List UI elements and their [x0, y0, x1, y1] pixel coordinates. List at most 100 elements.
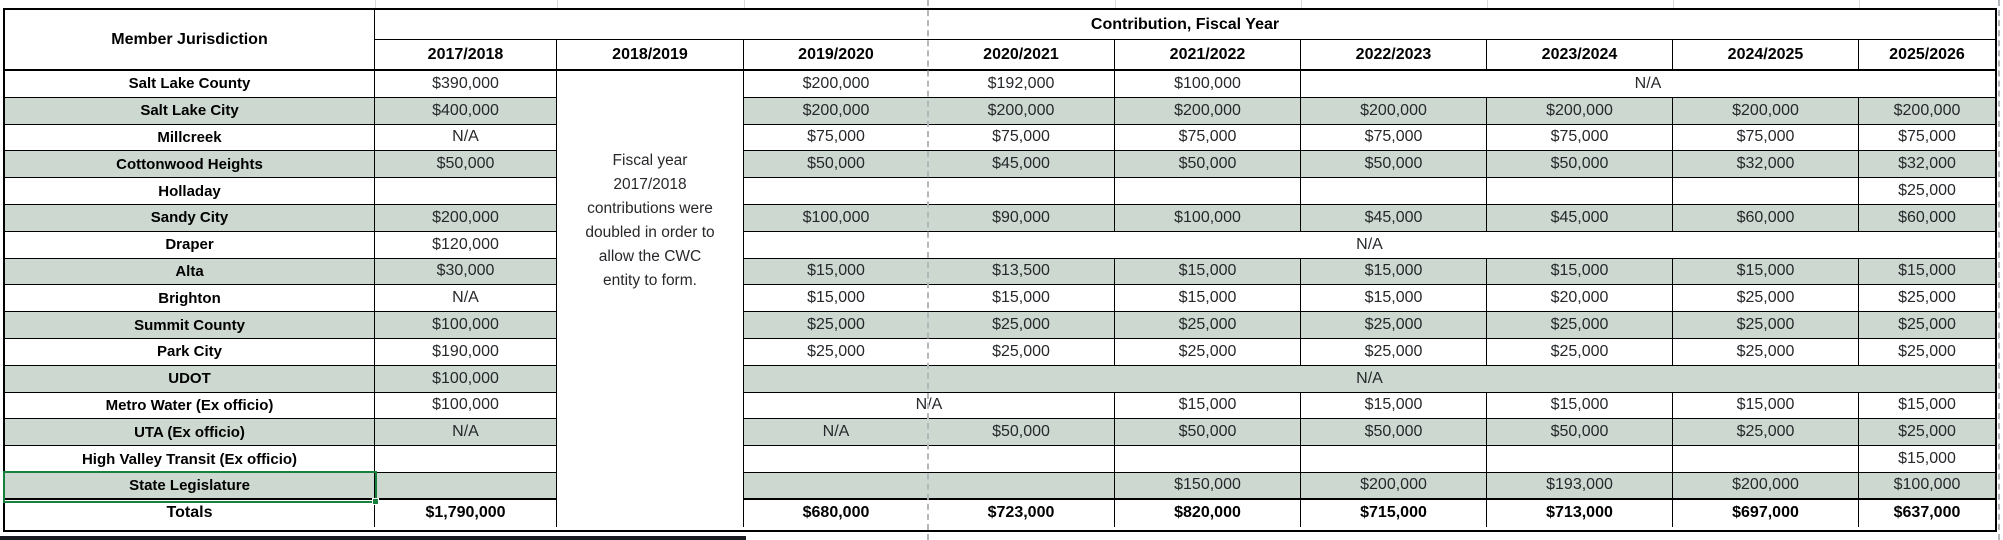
cell-cottonwood-heights-2025-2026[interactable]: $32,000: [1859, 151, 1995, 179]
cell-totals-2020-2021[interactable]: $723,000: [928, 499, 1115, 527]
cell-brighton-2021-2022[interactable]: $15,000: [1115, 285, 1301, 313]
cell-cottonwood-heights-2024-2025[interactable]: $32,000: [1673, 151, 1859, 179]
cell-brighton-2024-2025[interactable]: $25,000: [1673, 285, 1859, 313]
cell-brighton-2023-2024[interactable]: $20,000: [1487, 285, 1673, 313]
cell-uta-ex-officio-2024-2025[interactable]: $25,000: [1673, 419, 1859, 447]
cell-alta-2021-2022[interactable]: $15,000: [1115, 258, 1301, 286]
cell-salt-lake-county-2019-2020[interactable]: $200,000: [744, 71, 928, 98]
cell-sandy-city-2025-2026[interactable]: $60,000: [1859, 204, 1995, 232]
cell-holladay-2022-2023[interactable]: [1301, 178, 1487, 205]
cell-alta-2025-2026[interactable]: $15,000: [1859, 258, 1995, 286]
cell-cottonwood-heights-2017-2018[interactable]: $50,000: [375, 151, 557, 179]
cell-alta-2024-2025[interactable]: $15,000: [1673, 258, 1859, 286]
cell-uta-ex-officio-2022-2023[interactable]: $50,000: [1301, 419, 1487, 447]
cell-state-legislature-2021-2022[interactable]: $150,000: [1115, 472, 1301, 500]
member-cell-state-legislature[interactable]: State Legislature: [5, 472, 375, 500]
member-cell-brighton[interactable]: Brighton: [5, 285, 375, 313]
cell-brighton-2022-2023[interactable]: $15,000: [1301, 285, 1487, 313]
member-cell-millcreek[interactable]: Millcreek: [5, 124, 375, 152]
cell-millcreek-2024-2025[interactable]: $75,000: [1673, 124, 1859, 152]
cell-park-city-2022-2023[interactable]: $25,000: [1301, 338, 1487, 366]
cell-park-city-2020-2021[interactable]: $25,000: [928, 338, 1115, 366]
cell-brighton-2025-2026[interactable]: $25,000: [1859, 285, 1995, 313]
cell-state-legislature-2020-2021[interactable]: [928, 472, 1115, 500]
cell-millcreek-2019-2020[interactable]: $75,000: [744, 125, 928, 152]
cell-sandy-city-2023-2024[interactable]: $45,000: [1487, 204, 1673, 232]
year-header-2018-2019[interactable]: 2018/2019: [557, 40, 744, 71]
cell-park-city-2017-2018[interactable]: $190,000: [375, 338, 557, 366]
member-cell-high-valley-transit-ex-officio[interactable]: High Valley Transit (Ex officio): [5, 446, 375, 473]
cell-salt-lake-county-2017-2018[interactable]: $390,000: [375, 71, 557, 98]
cell-metro-water-ex-officio-2017-2018[interactable]: $100,000: [375, 392, 557, 420]
cell-park-city-2024-2025[interactable]: $25,000: [1673, 338, 1859, 366]
member-header[interactable]: Member Jurisdiction: [5, 10, 375, 71]
cell-millcreek-2020-2021[interactable]: $75,000: [928, 124, 1115, 152]
cell-park-city-2019-2020[interactable]: $25,000: [744, 339, 928, 366]
cell-park-city-2023-2024[interactable]: $25,000: [1487, 338, 1673, 366]
member-cell-udot[interactable]: UDOT: [5, 365, 375, 393]
cell-millcreek-2021-2022[interactable]: $75,000: [1115, 124, 1301, 152]
cell-park-city-2025-2026[interactable]: $25,000: [1859, 339, 1995, 366]
year-header-2025-2026[interactable]: 2025/2026: [1859, 40, 1995, 71]
cell-millcreek-2017-2018[interactable]: N/A: [375, 124, 557, 152]
cell-high-valley-transit-ex-officio-2022-2023[interactable]: [1301, 446, 1487, 473]
cell-salt-lake-city-2021-2022[interactable]: $200,000: [1115, 97, 1301, 125]
cell-totals-2019-2020[interactable]: $680,000: [802, 504, 870, 522]
cell-high-valley-transit-ex-officio-2023-2024[interactable]: [1487, 446, 1673, 473]
member-cell-draper[interactable]: Draper: [5, 231, 375, 259]
cell-park-city-2021-2022[interactable]: $25,000: [1115, 338, 1301, 366]
cell-uta-ex-officio-2025-2026[interactable]: $25,000: [1859, 419, 1995, 447]
cell-summit-county-2021-2022[interactable]: $25,000: [1115, 312, 1301, 339]
year-header-2021-2022[interactable]: 2021/2022: [1115, 40, 1301, 71]
note-cell-2018-2019[interactable]: Fiscal year 2017/2018 contributions were…: [557, 71, 744, 527]
cell-salt-lake-city-2023-2024[interactable]: $200,000: [1487, 97, 1673, 125]
member-cell-metro-water-ex-officio[interactable]: Metro Water (Ex officio): [5, 392, 375, 420]
cell-draper-2017-2018[interactable]: $120,000: [375, 231, 557, 259]
member-cell-totals[interactable]: Totals: [5, 499, 375, 527]
cell-holladay-2024-2025[interactable]: [1673, 178, 1859, 205]
cell-alta-2020-2021[interactable]: $13,500: [928, 258, 1115, 286]
year-header-2022-2023[interactable]: 2022/2023: [1301, 40, 1487, 71]
cell-cottonwood-heights-2019-2020[interactable]: $50,000: [744, 151, 928, 179]
cell-holladay-2023-2024[interactable]: [1487, 178, 1673, 205]
cell-sandy-city-2021-2022[interactable]: $100,000: [1115, 204, 1301, 232]
cell-millcreek-2025-2026[interactable]: $75,000: [1859, 125, 1995, 152]
fill-handle[interactable]: [372, 498, 379, 505]
cell-holladay-2019-2020[interactable]: [744, 178, 928, 205]
cell-metro-water-ex-officio-2021-2022[interactable]: $15,000: [1115, 392, 1301, 420]
cell-high-valley-transit-ex-officio-2024-2025[interactable]: [1673, 446, 1859, 473]
cell-high-valley-transit-ex-officio-2020-2021[interactable]: [928, 446, 1115, 473]
cell-summit-county-2023-2024[interactable]: $25,000: [1487, 312, 1673, 339]
cell-uta-ex-officio-2021-2022[interactable]: $50,000: [1115, 419, 1301, 447]
year-header-2024-2025[interactable]: 2024/2025: [1673, 40, 1859, 71]
cell-metro-water-ex-officio-2024-2025[interactable]: $15,000: [1673, 392, 1859, 420]
cell-metro-water-ex-officio-2025-2026[interactable]: $15,000: [1859, 393, 1995, 420]
cell-sandy-city-2017-2018[interactable]: $200,000: [375, 204, 557, 232]
cell-summit-county-2024-2025[interactable]: $25,000: [1673, 312, 1859, 339]
cell-cottonwood-heights-2021-2022[interactable]: $50,000: [1115, 151, 1301, 179]
cell-totals-2017-2018[interactable]: $1,790,000: [375, 499, 557, 527]
cell-salt-lake-county-2021-2022[interactable]: $100,000: [1115, 71, 1301, 98]
cell-totals-2021-2022[interactable]: $820,000: [1115, 499, 1301, 527]
year-header-2019-2020[interactable]: 2019/2020: [744, 40, 928, 71]
cell-salt-lake-city-2024-2025[interactable]: $200,000: [1673, 97, 1859, 125]
cell-uta-ex-officio-2017-2018[interactable]: N/A: [375, 419, 557, 447]
cell-cottonwood-heights-2023-2024[interactable]: $50,000: [1487, 151, 1673, 179]
member-cell-summit-county[interactable]: Summit County: [5, 312, 375, 339]
cell-millcreek-2023-2024[interactable]: $75,000: [1487, 124, 1673, 152]
cell-state-legislature-2025-2026[interactable]: $100,000: [1859, 472, 1995, 500]
cell-alta-2017-2018[interactable]: $30,000: [375, 258, 557, 286]
cell-summit-county-2022-2023[interactable]: $25,000: [1301, 312, 1487, 339]
cell-udot-2017-2018[interactable]: $100,000: [375, 365, 557, 393]
member-cell-park-city[interactable]: Park City: [5, 338, 375, 366]
cell-brighton-2019-2020[interactable]: $15,000: [744, 285, 928, 313]
cell-salt-lake-county-2022-2023[interactable]: N/A: [1301, 71, 1995, 98]
cell-sandy-city-2020-2021[interactable]: $90,000: [928, 204, 1115, 232]
cell-metro-water-ex-officio-2023-2024[interactable]: $15,000: [1487, 392, 1673, 420]
cell-metro-water-ex-officio-2019-2020[interactable]: N/A: [744, 392, 1115, 420]
cell-sandy-city-2024-2025[interactable]: $60,000: [1673, 204, 1859, 232]
cell-cottonwood-heights-2020-2021[interactable]: $45,000: [928, 151, 1115, 179]
cell-millcreek-2022-2023[interactable]: $75,000: [1301, 124, 1487, 152]
cell-high-valley-transit-ex-officio-2019-2020[interactable]: [744, 446, 928, 473]
cell-metro-water-ex-officio-2022-2023[interactable]: $15,000: [1301, 392, 1487, 420]
